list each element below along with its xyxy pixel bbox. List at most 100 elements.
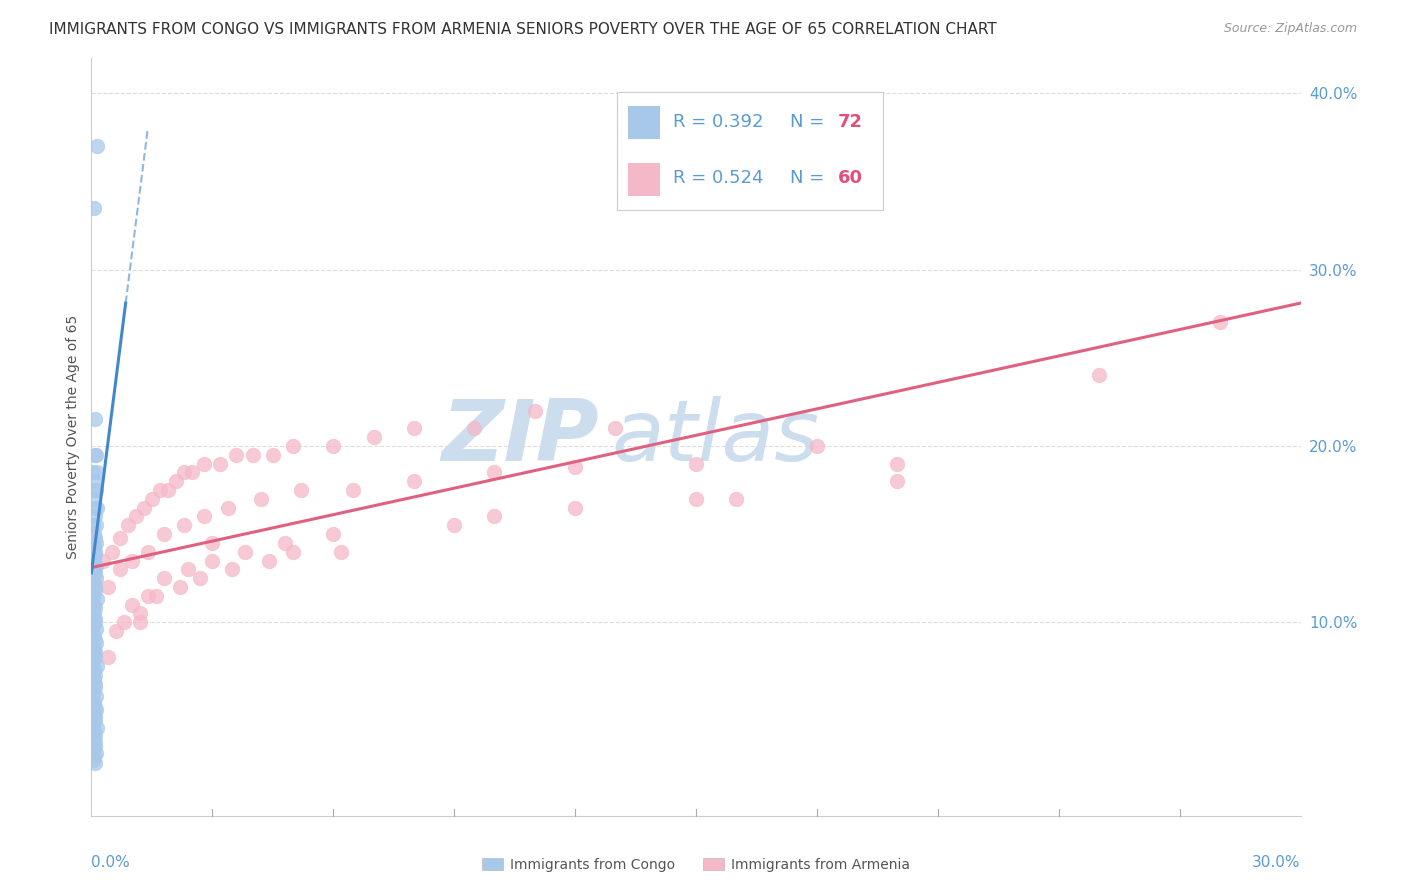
Point (83, 562, 105, 576)
Text: ZIP: ZIP (441, 395, 599, 479)
Point (82, 619, 104, 633)
Point (84, 448, 107, 462)
Point (82, 717, 104, 731)
Point (84, 509, 107, 524)
Point (83, 607, 105, 621)
Point (84, 571, 107, 585)
Point (84, 632, 107, 647)
Point (83, 527, 105, 541)
Point (86, 721, 108, 735)
Point (217, 500, 239, 515)
Point (86, 500, 108, 515)
Point (156, 483, 179, 497)
Point (84, 703, 107, 717)
Text: 0.0%: 0.0% (91, 855, 131, 870)
Point (564, 460, 586, 475)
Point (84, 483, 107, 497)
Point (84, 714, 107, 728)
Point (104, 624, 127, 638)
Point (86, 466, 108, 480)
Point (402, 474, 425, 488)
Point (141, 491, 163, 506)
Point (86, 659, 108, 673)
Point (290, 483, 312, 497)
Point (84, 448, 107, 462)
Point (443, 518, 465, 533)
Point (84, 668, 107, 682)
Point (84, 548, 107, 562)
Point (83, 474, 105, 488)
Point (257, 553, 280, 567)
Point (82, 742, 104, 756)
Point (82, 686, 104, 700)
Point (83, 672, 105, 686)
Point (117, 518, 139, 533)
Text: atlas: atlas (612, 395, 820, 479)
Point (281, 544, 304, 558)
Point (83, 580, 105, 594)
Point (564, 500, 586, 515)
Text: IMMIGRANTS FROM CONGO VS IMMIGRANTS FROM ARMENIA SENIORS POVERTY OVER THE AGE OF: IMMIGRANTS FROM CONGO VS IMMIGRANTS FROM… (49, 22, 997, 37)
Point (165, 474, 187, 488)
Point (242, 448, 264, 462)
Point (145, 589, 167, 603)
Point (177, 562, 200, 576)
Point (84, 583, 107, 598)
Point (84, 558, 107, 573)
Point (83, 576, 105, 591)
Point (84, 601, 107, 615)
Point (82, 466, 104, 480)
Point (93, 553, 115, 567)
Point (83, 598, 105, 612)
Point (173, 466, 195, 480)
Point (274, 536, 297, 550)
Y-axis label: Seniors Poverty Over the Age of 65: Seniors Poverty Over the Age of 65 (66, 315, 80, 559)
Point (84, 536, 107, 550)
Point (82, 753, 104, 767)
Point (83, 412, 105, 426)
Point (83, 695, 105, 709)
Point (84, 728, 107, 742)
Point (83, 201, 105, 215)
Point (322, 439, 344, 453)
Point (484, 466, 506, 480)
Point (83, 731, 105, 746)
Point (84, 566, 107, 580)
Point (886, 474, 908, 488)
Point (1088, 368, 1111, 383)
Point (83, 735, 105, 749)
Point (82, 654, 104, 668)
Point (188, 571, 211, 585)
Point (523, 403, 546, 417)
Point (128, 607, 150, 621)
Point (96, 580, 118, 594)
Point (806, 439, 828, 453)
Point (86, 139, 108, 153)
Point (83, 540, 105, 554)
Point (108, 562, 131, 576)
Point (225, 448, 247, 462)
Point (1209, 316, 1232, 330)
Point (86, 592, 108, 607)
Point (108, 531, 131, 545)
Point (83, 677, 105, 691)
Point (83, 724, 105, 739)
Point (96, 650, 118, 665)
Point (125, 509, 148, 524)
Point (84, 681, 107, 695)
Point (605, 421, 627, 435)
Point (83, 710, 105, 724)
Point (84, 518, 107, 533)
Point (84, 622, 107, 636)
Point (83, 544, 105, 558)
Point (149, 483, 172, 497)
Point (83, 706, 105, 721)
Point (100, 544, 122, 558)
Point (136, 589, 159, 603)
Point (363, 430, 385, 444)
Point (221, 562, 243, 576)
Point (83, 612, 105, 626)
Point (82, 553, 104, 567)
Point (685, 457, 707, 471)
Point (83, 500, 105, 515)
